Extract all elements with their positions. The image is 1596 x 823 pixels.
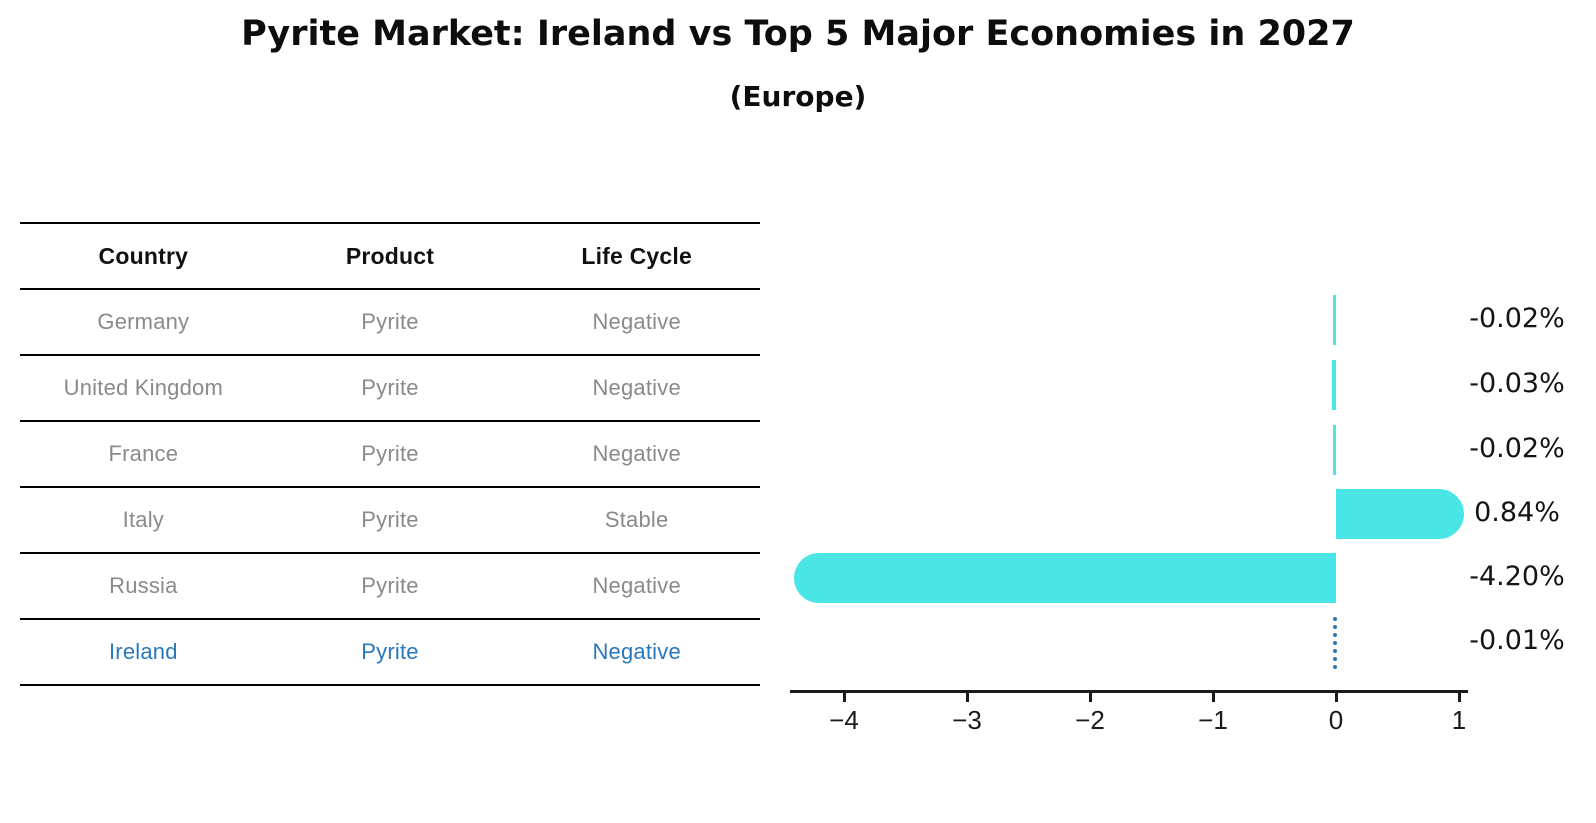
table-cell: Pyrite: [361, 573, 419, 598]
x-tick-label: −2: [1075, 705, 1105, 735]
table-cell: Ireland: [109, 639, 178, 664]
bar-germany: [1333, 295, 1336, 345]
table-cell: Pyrite: [361, 309, 419, 334]
table-cell: France: [108, 441, 179, 466]
table-cell: Pyrite: [361, 441, 419, 466]
table-cell: Negative: [592, 573, 681, 598]
table-cell: Negative: [592, 639, 681, 664]
table-cell: United Kingdom: [63, 375, 223, 400]
x-tick-mark: [843, 693, 846, 702]
value-label-russia: -4.20%: [1469, 561, 1565, 592]
table-row-france: France Pyrite Negative: [20, 422, 760, 488]
table-row-united-kingdom: United Kingdom Pyrite Negative: [20, 356, 760, 422]
x-tick-label: −1: [1198, 705, 1228, 735]
table-cell: Italy: [122, 507, 165, 532]
value-label-united-kingdom: -0.03%: [1469, 368, 1565, 399]
table-cell: Pyrite: [361, 507, 419, 532]
table-row-ireland: Ireland Pyrite Negative: [20, 620, 760, 686]
table-cell: Negative: [592, 375, 681, 400]
table-cell: Pyrite: [361, 639, 419, 664]
bar-russia: [794, 553, 1336, 603]
table-cell: Germany: [97, 309, 190, 334]
chart-title: Pyrite Market: Ireland vs Top 5 Major Ec…: [241, 14, 1355, 54]
value-label-germany: -0.02%: [1469, 303, 1565, 334]
table-cell: Pyrite: [361, 375, 419, 400]
bar-france: [1333, 425, 1336, 475]
x-tick-mark: [1212, 693, 1215, 702]
x-tick-label: −4: [829, 705, 859, 735]
bar-united-kingdom: [1332, 360, 1336, 410]
bar-italy: [1336, 489, 1465, 539]
x-tick-mark: [1089, 693, 1092, 702]
x-tick-label: 0: [1328, 705, 1344, 735]
table-row-russia: Russia Pyrite Negative: [20, 554, 760, 620]
table-header-product: Product: [345, 242, 435, 269]
bar-ireland-highlight-line: [1333, 617, 1337, 669]
table-header-country: Country: [98, 242, 189, 269]
table-cell: Negative: [592, 441, 681, 466]
value-label-ireland: -0.01%: [1469, 625, 1565, 656]
table-cell: Negative: [592, 309, 681, 334]
x-tick-mark: [966, 693, 969, 702]
x-tick-label: −3: [952, 705, 982, 735]
table-header-life-cycle: Life Cycle: [581, 242, 692, 269]
table-cell: Stable: [604, 507, 669, 532]
chart-subtitle: (Europe): [729, 80, 867, 113]
country-table: Country Product Life Cycle Germany Pyrite Neg…: [20, 222, 760, 686]
value-label-italy: 0.84%: [1474, 497, 1560, 528]
table-header-row: Country Product Life Cycle: [20, 224, 760, 290]
x-tick-mark: [1335, 693, 1338, 702]
table-row-germany: Germany Pyrite Negative: [20, 290, 760, 356]
x-axis-line: [790, 690, 1468, 693]
x-tick-mark: [1458, 693, 1461, 702]
table-row-italy: Italy Pyrite Stable: [20, 488, 760, 554]
x-tick-label: 1: [1451, 705, 1467, 735]
table-cell: Russia: [109, 573, 178, 598]
value-label-france: -0.02%: [1469, 433, 1565, 464]
